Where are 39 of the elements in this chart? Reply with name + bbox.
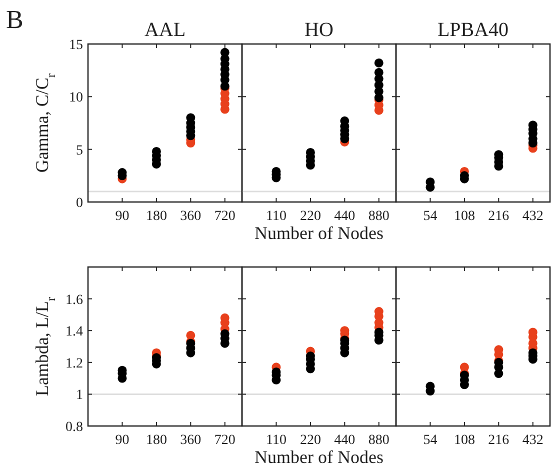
x-axis-title: Number of Nodes [254,223,384,243]
x-tick-label: 180 [146,209,167,224]
x-tick-label: 440 [334,433,356,448]
x-tick-label: 880 [368,433,390,448]
y-tick-label: 0 [76,196,83,211]
x-tick-label: 110 [266,209,286,224]
x-tick-label: 720 [214,433,236,448]
x-tick-label: 360 [180,209,202,224]
text: B [6,5,24,34]
x-tick-label: 432 [522,209,544,224]
y-tick-label: 5 [76,143,83,158]
x-tick-label: 216 [488,209,510,224]
y-tick-label: 1 [76,388,83,404]
x-tick-label: 440 [334,209,356,224]
x-tick-label: 54 [423,433,438,448]
x-tick-label: 54 [423,209,438,224]
x-tick-label: 108 [454,209,475,224]
x-tick-label: 108 [454,433,475,448]
chart-title: LPBA40 [437,19,509,41]
x-tick-label: 432 [522,433,544,448]
x-tick-label: 110 [266,433,286,448]
x-axis-title: Number of Nodes [254,447,384,467]
y-tick-label: 10 [69,90,83,106]
chart-title: AAL [144,19,186,41]
x-tick-label: 180 [146,433,167,448]
x-tick-label: 360 [180,433,202,448]
chart-title: HO [304,19,334,41]
y-tick-label: 1.2 [66,356,83,372]
x-tick-label: 90 [115,433,130,448]
y-tick-label: 15 [69,38,83,53]
y-tick-label: 1.4 [66,324,83,340]
y-tick-label: 0.8 [66,420,83,435]
x-tick-label: 90 [115,209,130,224]
x-tick-label: 720 [214,209,236,224]
y-tick-label: 1.6 [66,292,83,308]
x-tick-label: 216 [488,433,510,448]
x-tick-label: 880 [368,209,390,224]
x-tick-label: 220 [300,209,321,224]
x-tick-label: 220 [300,433,321,448]
